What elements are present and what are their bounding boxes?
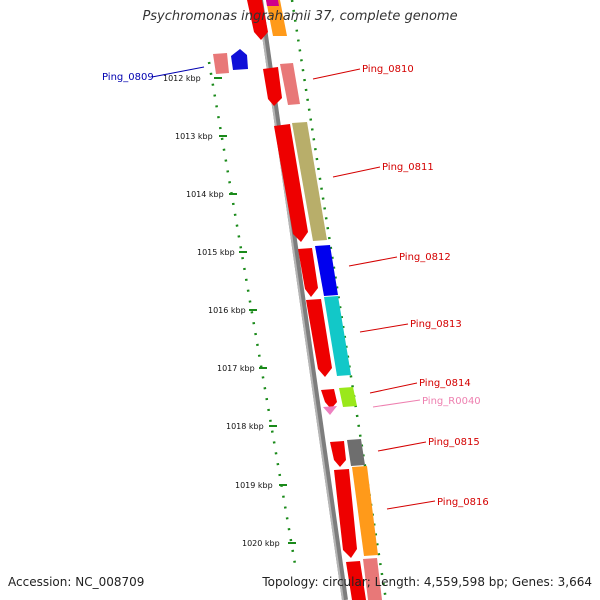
accession-text: Accession: NC_008709	[8, 575, 145, 589]
gene-arrow-ping-0813[interactable]	[306, 299, 332, 377]
gene-block-partial[interactable]	[346, 561, 366, 600]
gene-arrow-ping-0812[interactable]	[298, 248, 318, 297]
gene-block-ping-0811[interactable]	[292, 122, 327, 241]
gene-block-ping-0810[interactable]	[280, 63, 300, 105]
gene-block-ping-0816[interactable]	[352, 466, 378, 556]
gene-arrow-ping-0816[interactable]	[334, 469, 357, 558]
scale-label: 1017 kbp	[217, 364, 255, 373]
label-leader-ping-0816	[386, 500, 436, 510]
scale-ticks	[214, 77, 296, 544]
label-leader-ping-0810	[312, 68, 361, 80]
scale-label: 1018 kbp	[226, 422, 264, 431]
scale-label: 1016 kbp	[208, 306, 246, 315]
gene-block-ping-0812[interactable]	[315, 245, 338, 296]
gene-block-ping-0814[interactable]	[339, 387, 357, 407]
gene-arrow-ping-r0040[interactable]	[323, 406, 337, 415]
feature-track-outline	[290, 0, 388, 600]
gene-block-partial[interactable]	[266, 0, 279, 6]
gene-label-ping-0809[interactable]: Ping_0809	[102, 72, 154, 83]
scale-label: 1014 kbp	[186, 190, 224, 199]
map-title: Psychromonas ingrahamii 37, complete gen…	[142, 9, 458, 24]
gene-block[interactable]	[213, 53, 229, 74]
gene-label-ping-0815[interactable]: Ping_0815	[428, 437, 480, 448]
gene-label-ping-0810[interactable]: Ping_0810	[362, 64, 414, 75]
label-leader-ping-0813	[359, 323, 409, 333]
label-leader-ping-0811	[332, 166, 381, 178]
gene-arrow-ping-0811[interactable]	[274, 124, 308, 242]
gene-block-ping-0815[interactable]	[347, 439, 365, 466]
scale-label: 1020 kbp	[242, 539, 280, 548]
scale-label: 1015 kbp	[197, 248, 235, 257]
gene-arrow-ping-0809[interactable]	[231, 49, 248, 70]
gene-arrow-partial[interactable]	[247, 0, 268, 40]
gene-block-ping-0813[interactable]	[324, 296, 351, 376]
gene-arrow-ping-0814[interactable]	[321, 389, 337, 409]
label-leader-ping-r0040	[372, 399, 421, 408]
label-leader-ping-0814	[369, 382, 418, 394]
scale-label: 1013 kbp	[175, 132, 213, 141]
gene-label-ping-0814[interactable]: Ping_0814	[419, 378, 471, 389]
gene-arrow-ping-0810[interactable]	[263, 67, 282, 106]
label-leader-ping-0809	[151, 66, 205, 78]
gene-label-ping-0816[interactable]: Ping_0816	[437, 497, 489, 508]
gene-label-ping-r0040[interactable]: Ping_R0040	[422, 396, 481, 407]
gene-label-ping-0812[interactable]: Ping_0812	[399, 252, 451, 263]
scale-label: 1019 kbp	[235, 481, 273, 490]
genome-summary-text: Topology: circular; Length: 4,559,598 bp…	[262, 575, 592, 589]
gene-block-partial[interactable]	[363, 558, 382, 600]
label-leader-ping-0815	[377, 441, 427, 452]
gene-label-ping-0811[interactable]: Ping_0811	[382, 162, 434, 173]
gene-block-partial[interactable]	[266, 0, 287, 36]
gene-label-ping-0813[interactable]: Ping_0813	[410, 319, 462, 330]
gene-arrow-ping-0815[interactable]	[330, 441, 346, 467]
scale-label: 1012 kbp	[163, 74, 201, 83]
label-leader-ping-0812	[348, 256, 398, 267]
